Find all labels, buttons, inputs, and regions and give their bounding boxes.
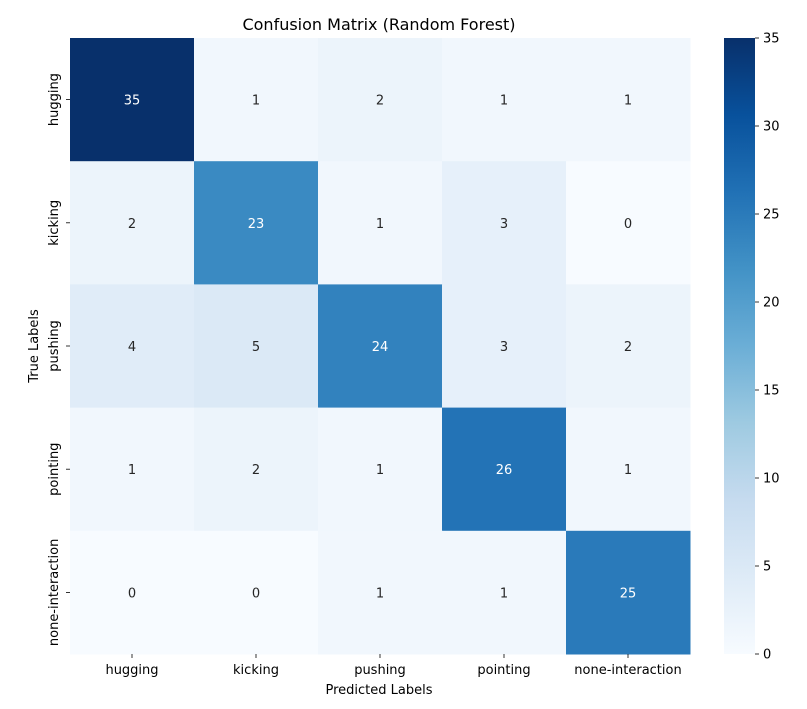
cell-value: 1 (128, 463, 136, 478)
cell-value: 1 (500, 586, 508, 601)
cell-value: 2 (624, 340, 632, 355)
heatmap-cell (318, 407, 443, 532)
heatmap-cell (194, 161, 319, 285)
x-tick-label: none-interaction (574, 663, 681, 678)
cell-value: 2 (376, 94, 384, 109)
cell-value: 1 (624, 94, 632, 109)
x-tick-label: hugging (105, 663, 158, 678)
heatmap-cell (70, 407, 195, 532)
colorbar-ticks: 0 5 10 15 20 25 30 35 (755, 32, 780, 663)
heatmap-cell (318, 284, 443, 409)
heatmap-cells (70, 38, 691, 655)
cell-value: 2 (128, 217, 136, 232)
x-axis-ticks: hugging kicking pushing pointing none-intera… (105, 654, 682, 678)
heatmap-cell (194, 407, 319, 532)
colorbar (724, 38, 755, 654)
y-tick-label: hugging (47, 73, 62, 126)
cell-value: 5 (252, 340, 260, 355)
heatmap-cell (194, 530, 319, 655)
x-axis-label: Predicted Labels (325, 683, 432, 698)
cell-value: 2 (252, 463, 260, 478)
cell-value: 26 (496, 463, 513, 478)
heatmap-cell (318, 161, 443, 285)
cell-value: 1 (252, 94, 260, 109)
cell-value: 1 (624, 463, 632, 478)
cell-value: 1 (376, 217, 384, 232)
heatmap-cell (194, 284, 319, 409)
heatmap-cell (70, 530, 195, 655)
heatmap-cell (442, 284, 567, 409)
cell-value: 24 (372, 340, 389, 355)
cell-value: 25 (620, 586, 637, 601)
cell-annotations: 35 1 2 1 12 23 1 3 04 5 24 3 21 2 1 26 10 0 1 1 25 (124, 94, 637, 602)
colorbar-tick-label: 25 (763, 208, 780, 223)
cell-value: 1 (376, 463, 384, 478)
cell-value: 3 (500, 217, 508, 232)
heatmap-cell (566, 38, 691, 162)
heatmap-cell (442, 530, 567, 655)
heatmap-cell (318, 38, 443, 162)
heatmap-cell (70, 161, 195, 285)
colorbar-tick-label: 30 (763, 120, 780, 135)
colorbar-tick-label: 10 (763, 472, 780, 487)
colorbar-tick-label: 5 (763, 560, 771, 575)
y-axis-ticks: hugging kicking pushing pointing none-intera… (47, 73, 70, 646)
colorbar-tick-label: 0 (763, 648, 771, 663)
y-tick-label: pointing (47, 443, 62, 496)
heatmap-cell (70, 38, 195, 162)
cell-value: 0 (252, 586, 260, 601)
chart-title: Confusion Matrix (Random Forest) (242, 15, 515, 34)
x-tick-label: pointing (477, 663, 530, 678)
x-tick-label: pushing (354, 663, 406, 678)
heatmap-cell (442, 161, 567, 285)
heatmap-cell (566, 161, 691, 285)
y-tick-label: pushing (47, 320, 62, 372)
colorbar-tick-label: 15 (763, 384, 780, 399)
cell-value: 0 (624, 217, 632, 232)
y-axis-label: True Labels (27, 309, 42, 384)
colorbar-tick-label: 20 (763, 296, 780, 311)
heatmap-cell (442, 407, 567, 532)
x-tick-label: kicking (233, 663, 279, 678)
y-tick-label: none-interaction (47, 539, 62, 646)
cell-value: 4 (128, 340, 136, 355)
cell-value: 0 (128, 586, 136, 601)
heatmap-cell (442, 38, 567, 162)
heatmap-cell (566, 407, 691, 532)
cell-value: 3 (500, 340, 508, 355)
cell-value: 1 (376, 586, 384, 601)
heatmap-cell (566, 284, 691, 409)
heatmap-cell (318, 530, 443, 655)
cell-value: 23 (248, 217, 265, 232)
y-tick-label: kicking (47, 200, 62, 246)
colorbar-tick-label: 35 (763, 32, 780, 47)
heatmap-cell (566, 530, 691, 655)
cell-value: 35 (124, 94, 141, 109)
cell-value: 1 (500, 94, 508, 109)
heatmap-cell (70, 284, 195, 409)
heatmap-cell (194, 38, 319, 162)
